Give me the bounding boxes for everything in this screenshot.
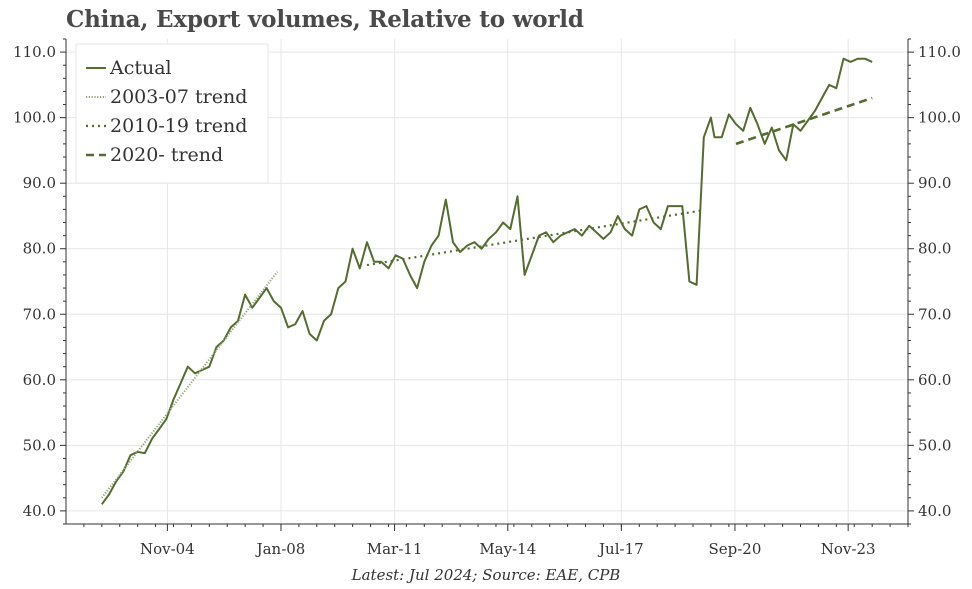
y-tick-label-left: 90.0 <box>23 174 56 192</box>
y-tick-label-left: 80.0 <box>23 240 56 258</box>
series-line-actual <box>100 57 873 505</box>
y-tick-label-left: 40.0 <box>23 502 56 520</box>
y-tick-label-left: 110.0 <box>13 43 56 61</box>
y-tick-label-right: 50.0 <box>918 436 951 454</box>
chart-title: China, Export volumes, Relative to world <box>66 6 584 33</box>
y-tick-label-right: 100.0 <box>918 109 961 127</box>
series-line-2003-07-trend <box>101 271 279 499</box>
x-tick-label: Sep-20 <box>708 540 761 558</box>
x-tick-label: Jan-08 <box>255 540 306 558</box>
x-tick-label: Mar-11 <box>367 540 423 558</box>
y-tick-label-left: 60.0 <box>23 371 56 389</box>
legend-label-2010-19-trend: 2010-19 trend <box>110 115 247 137</box>
legend: Actual 2003-07 trend 2010-19 trend 2020- tr… <box>75 43 269 184</box>
legend-label-actual: Actual <box>109 57 172 79</box>
y-tick-label-right: 90.0 <box>918 174 951 192</box>
legend-label-2003-07-trend: 2003-07 trend <box>110 86 247 108</box>
legend-label-2020-trend: 2020- trend <box>110 144 223 166</box>
y-tick-label-right: 70.0 <box>918 305 951 323</box>
y-tick-label-left: 100.0 <box>13 109 56 127</box>
y-tick-label-right: 60.0 <box>918 371 951 389</box>
y-tick-label-right: 40.0 <box>918 502 951 520</box>
x-tick-label: May-14 <box>479 540 536 558</box>
series-line-2020-trend <box>735 96 873 146</box>
series-layer <box>100 57 873 505</box>
legend-box <box>75 43 269 184</box>
x-tick-label: Jul-17 <box>597 540 644 558</box>
x-tick-label: Nov-23 <box>821 540 876 558</box>
y-tick-label-right: 80.0 <box>918 240 951 258</box>
y-tick-label-left: 50.0 <box>23 436 56 454</box>
series-line-2010-19-trend <box>366 209 701 267</box>
y-tick-label-left: 70.0 <box>23 305 56 323</box>
x-tick-label: Nov-04 <box>140 540 195 558</box>
axes: 40.0 40.0 50.0 50.0 60.0 60.0 70.0 70.0 80.0 80.0… <box>13 38 961 558</box>
source-footer: Latest: Jul 2024; Source: EAE, CPB <box>351 566 621 584</box>
y-tick-label-right: 110.0 <box>918 43 961 61</box>
